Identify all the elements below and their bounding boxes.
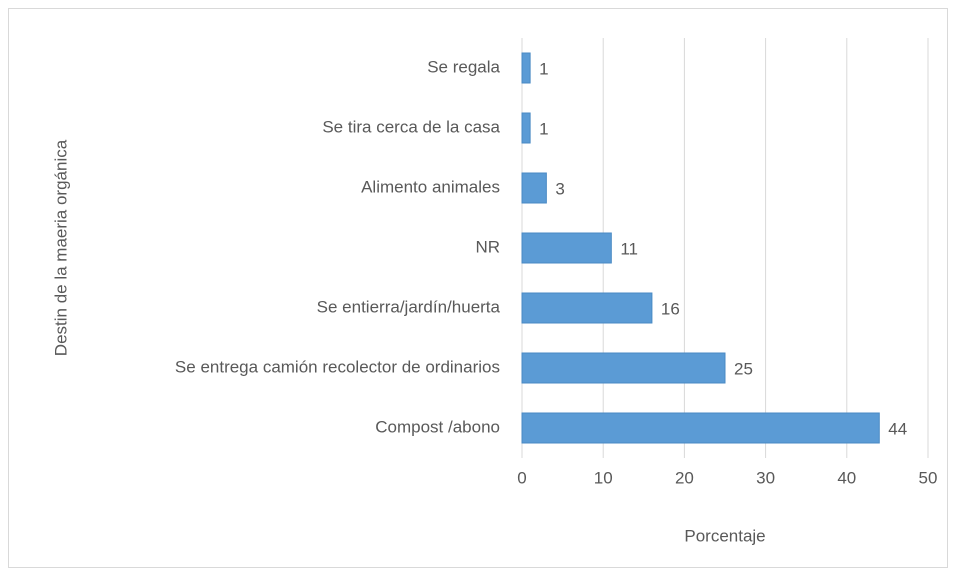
bar [521, 112, 531, 144]
data-label: 16 [661, 299, 680, 318]
bar [521, 232, 612, 264]
bar [521, 172, 547, 204]
data-label: 25 [734, 359, 753, 378]
x-tick-label: 10 [594, 468, 613, 487]
x-tick-label: 40 [837, 468, 856, 487]
y-tick-label: NR [475, 237, 500, 256]
x-axis-label: Porcentaje [684, 526, 765, 545]
y-tick-label: Se entrega camión recolector de ordinari… [175, 357, 500, 376]
data-label: 1 [539, 119, 548, 138]
y-tick-label: Se entierra/jardín/huerta [317, 297, 501, 316]
x-tick-label: 30 [756, 468, 775, 487]
x-tick-label: 20 [675, 468, 694, 487]
y-axis-label: Destin de la maeria orgánica [51, 139, 70, 356]
data-label: 44 [888, 419, 907, 438]
chart-border [8, 8, 948, 568]
x-tick-label: 50 [919, 468, 938, 487]
y-tick-label: Se regala [427, 57, 500, 76]
bar [521, 292, 653, 324]
data-label: 3 [555, 179, 564, 198]
y-tick-label: Alimento animales [361, 177, 500, 196]
data-label: 11 [620, 239, 638, 258]
data-label: 1 [539, 59, 548, 78]
y-tick-label: Se tira cerca de la casa [322, 117, 500, 136]
y-tick-label: Compost /abono [375, 417, 500, 436]
bar [521, 412, 880, 444]
bar [521, 52, 531, 84]
x-tick-label: 0 [517, 468, 526, 487]
bar [521, 352, 726, 384]
